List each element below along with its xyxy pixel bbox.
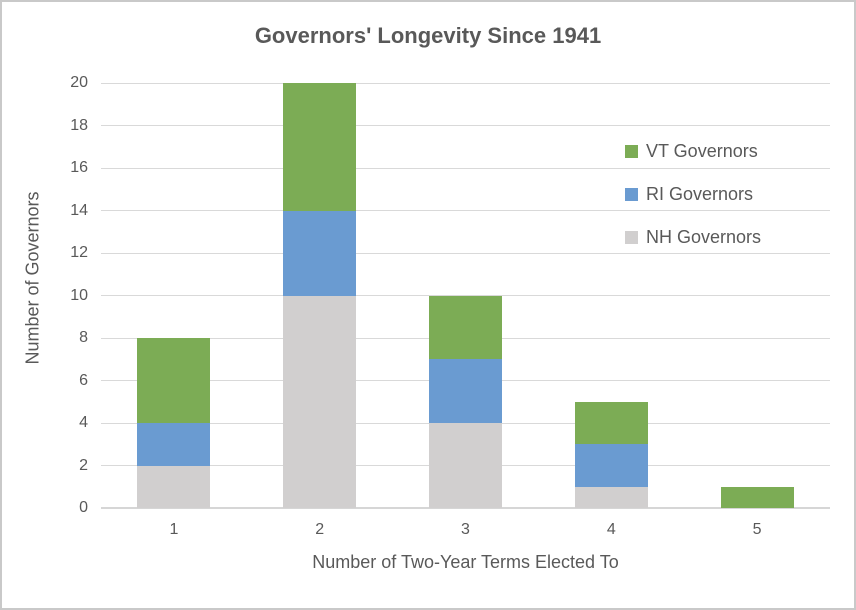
bar-segment: [137, 465, 211, 508]
y-tick-label: 14: [70, 201, 88, 219]
y-tick-label: 6: [79, 371, 88, 389]
gridline: [101, 252, 830, 254]
chart-title: Governors' Longevity Since 1941: [254, 23, 602, 48]
y-tick-label: 10: [70, 286, 88, 304]
legend-swatch-icon: [625, 187, 638, 201]
x-axis-line: [101, 507, 830, 509]
x-tick-label: 2: [315, 521, 325, 538]
bar-segment: [429, 423, 502, 508]
y-tick-label: 16: [70, 159, 88, 176]
bar-segment: [574, 401, 648, 445]
legend-label: VT Governors: [646, 140, 758, 161]
y-tick-label: 12: [70, 244, 88, 261]
bar-segment: [429, 359, 502, 423]
gridline: [101, 82, 830, 84]
bar-segment: [283, 295, 357, 508]
legend-label: RI Governors: [646, 183, 754, 204]
legend-item: NH Governors: [625, 220, 761, 254]
y-tick-label: 2: [79, 456, 88, 474]
y-tick-label: 4: [79, 414, 88, 431]
x-tick-label: 1: [169, 521, 179, 538]
x-tick-label: 4: [606, 521, 616, 538]
legend-label: NH Governors: [646, 226, 762, 247]
gridline: [101, 167, 830, 169]
legend-swatch-icon: [625, 230, 638, 244]
y-tick-label: 18: [70, 116, 88, 134]
y-tick-label: 8: [79, 329, 88, 346]
legend-swatch-icon: [625, 144, 638, 158]
y-tick-label: 0: [79, 499, 88, 516]
y-tick-label: 20: [70, 74, 88, 91]
x-axis-title: Number of Two-Year Terms Elected To: [312, 552, 619, 572]
bar-segment: [720, 486, 794, 508]
gridline: [101, 125, 830, 126]
x-tick-label: 5: [752, 521, 762, 538]
bar-segment: [574, 444, 648, 487]
bar-segment: [283, 83, 357, 211]
bar-segment: [137, 338, 211, 423]
bar-segment: [574, 486, 648, 508]
legend-item: RI Governors: [625, 177, 753, 211]
y-axis-title-text: Number of Governors: [22, 191, 43, 365]
gridline: [101, 210, 830, 211]
x-tick-label: 3: [461, 521, 470, 538]
bar-segment: [137, 423, 211, 466]
bar-segment: [429, 295, 502, 360]
bar-segment: [283, 210, 357, 296]
legend-item: VT Governors: [625, 134, 758, 168]
